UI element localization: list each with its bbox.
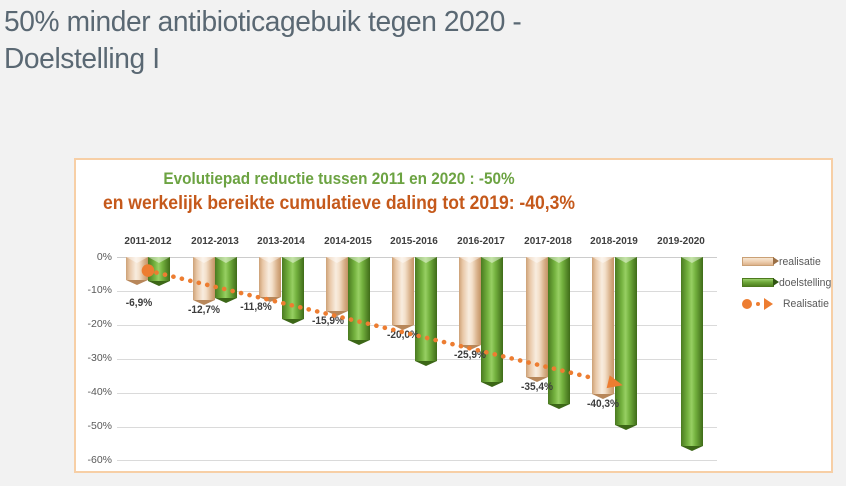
data-label-realisatie: -6,9% (125, 297, 153, 310)
x-axis-category-label: 2017-2018 (523, 235, 572, 247)
bar-realisatie (192, 257, 215, 306)
legend-item-realisatie: realisatie (742, 251, 834, 272)
gridline (117, 392, 717, 394)
x-axis-category-label: 2014-2015 (323, 235, 372, 247)
y-axis-tick-label: 0% (96, 250, 112, 263)
data-label-realisatie: -40,3% (587, 397, 620, 410)
x-axis-category-label: 2012-2013 (190, 235, 239, 247)
gridline (117, 460, 717, 462)
legend-doelstelling-label: doelstelling (779, 276, 832, 289)
y-axis-tick-label: -40% (87, 386, 112, 399)
legend-realisatie-label: realisatie (779, 255, 821, 268)
bar-doelstelling (348, 257, 371, 345)
x-axis-category-label: 2019-2020 (656, 235, 705, 247)
bar-doelstelling (481, 257, 504, 388)
chart-panel: Evolutiepad reductie tussen 2011 en 2020… (74, 158, 833, 473)
bar-realisatie (392, 257, 415, 330)
bar-doelstelling (414, 257, 437, 366)
bar-realisatie (525, 257, 548, 382)
legend-item-doelstelling: doelstelling (742, 272, 834, 293)
x-axis-category-label: 2015-2016 (390, 235, 439, 247)
data-label-realisatie: -20,0% (387, 328, 420, 341)
page-title-line1: 50% minder antibioticagebuik tegen 2020 … (4, 6, 522, 38)
x-axis-category-label: 2016-2017 (457, 235, 505, 247)
data-label-realisatie: -25,9% (453, 348, 487, 361)
chart-title: Evolutiepad reductie tussen 2011 en 2020… (163, 169, 515, 188)
chart-legend: realisatie doelstelling Realisatie (742, 251, 834, 314)
y-axis-tick-label: -50% (87, 420, 112, 432)
bar-doelstelling (681, 257, 704, 451)
bar-realisatie (325, 257, 348, 316)
data-label-realisatie: -12,7% (187, 304, 220, 317)
page-title: 50% minder antibioticagebuik tegen 2020 … (4, 4, 522, 78)
x-axis-category-label: 2018-2019 (590, 235, 639, 247)
y-axis-tick-label: -10% (87, 284, 112, 297)
bar-doelstelling (281, 257, 304, 324)
bar-realisatie (126, 257, 148, 286)
x-axis-category-label: 2013-2014 (257, 235, 306, 247)
plot-area: 0% -10% -20% -30% -40% -50% -60% 2011-2012 2012-… (76, 160, 831, 471)
legend-trend-label: Realisatie (783, 297, 829, 310)
legend-doelstelling-swatch-icon (742, 278, 779, 287)
bar-realisatie (592, 257, 615, 399)
data-label-realisatie: -11,8% (240, 301, 272, 313)
y-axis-tick-label: -60% (87, 453, 112, 466)
legend-realisatie-swatch-icon (742, 257, 779, 266)
data-label-realisatie: -15,9% (311, 314, 344, 327)
x-axis-category-label: 2011-2012 (124, 235, 172, 247)
legend-trend-dotted-arrow-icon (742, 297, 778, 310)
y-axis-tick-label: -30% (87, 352, 112, 365)
y-axis-tick-label: -20% (87, 318, 112, 331)
gridline (117, 426, 717, 428)
bar-realisatie (259, 257, 282, 302)
page-title-line2: Doelstelling I (4, 43, 160, 75)
data-label-realisatie: -35,4% (520, 381, 553, 393)
bar-doelstelling (214, 257, 237, 304)
legend-item-trend: Realisatie (742, 293, 834, 314)
bar-doelstelling (148, 257, 171, 286)
chart-subtitle: en werkelijk bereikte cumulatieve daling… (102, 192, 576, 214)
bar-realisatie (459, 257, 481, 350)
